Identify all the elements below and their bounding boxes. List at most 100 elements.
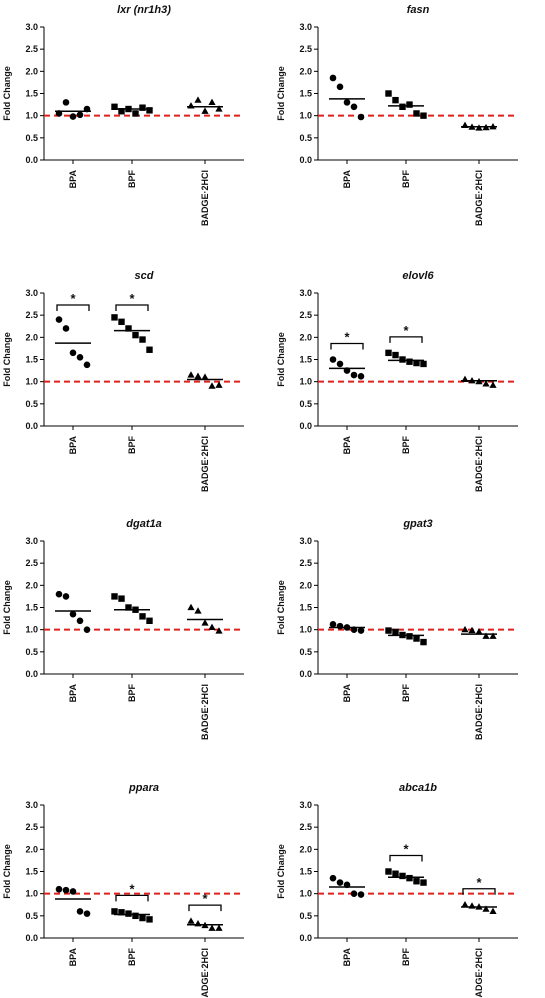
y-axis-label: Fold Change bbox=[276, 844, 286, 899]
panel-title: fasn bbox=[407, 4, 430, 16]
y-tick-label: 1.5 bbox=[25, 89, 38, 99]
data-point bbox=[132, 912, 139, 920]
data-point bbox=[392, 628, 399, 636]
y-tick-label: 2.5 bbox=[299, 822, 312, 832]
data-point bbox=[215, 627, 223, 634]
data-point bbox=[111, 103, 118, 110]
data-point bbox=[385, 868, 392, 875]
y-tick-label: 2.0 bbox=[25, 332, 38, 342]
data-point bbox=[55, 316, 63, 323]
data-point bbox=[139, 914, 146, 922]
y-tick-label: 1.0 bbox=[25, 625, 38, 635]
panel-title: scd bbox=[135, 270, 154, 282]
data-point bbox=[413, 359, 420, 367]
y-tick-label: 0.5 bbox=[25, 647, 38, 657]
y-tick-label: 2.5 bbox=[299, 558, 312, 568]
x-tick-label: BPF bbox=[127, 683, 137, 702]
data-point bbox=[489, 632, 497, 639]
y-tick-label: 0.5 bbox=[25, 911, 38, 921]
x-tick-label: BPF bbox=[401, 683, 411, 702]
y-tick-label: 0.0 bbox=[299, 421, 312, 431]
panel-title: abca1b bbox=[399, 782, 437, 794]
significance-bracket bbox=[115, 304, 149, 311]
y-tick-label: 1.0 bbox=[299, 889, 312, 899]
significance-label: * bbox=[129, 291, 135, 306]
data-point bbox=[420, 112, 427, 119]
data-point bbox=[357, 373, 365, 380]
panel: abca1b Fold Change 0.0 0.5 1.0 1.5 2.0 2.5 3.0 BP… bbox=[276, 782, 518, 998]
data-point bbox=[125, 910, 132, 917]
data-point bbox=[336, 360, 344, 368]
y-tick-label: 1.5 bbox=[299, 603, 312, 613]
data-point bbox=[399, 872, 406, 880]
data-point bbox=[55, 590, 63, 598]
data-point bbox=[329, 621, 337, 628]
x-tick-label: BADGE·2HCl bbox=[474, 170, 484, 226]
significance-bracket bbox=[389, 336, 423, 343]
data-point bbox=[489, 907, 497, 914]
panel-title: dgat1a bbox=[126, 518, 161, 530]
y-tick-label: 3.0 bbox=[25, 800, 38, 810]
data-point bbox=[399, 103, 406, 110]
y-tick-label: 2.0 bbox=[299, 580, 312, 590]
data-point bbox=[76, 353, 84, 361]
data-point bbox=[215, 381, 223, 388]
data-point bbox=[118, 108, 125, 115]
data-point bbox=[208, 924, 216, 931]
data-point bbox=[392, 351, 399, 359]
data-point bbox=[215, 924, 223, 931]
data-point bbox=[208, 98, 216, 105]
x-tick-label: BPA bbox=[68, 948, 78, 967]
data-point bbox=[413, 110, 420, 117]
data-point bbox=[413, 878, 420, 885]
x-tick-label: BPA bbox=[68, 684, 78, 703]
data-point bbox=[406, 358, 413, 365]
data-point bbox=[76, 908, 84, 915]
y-axis-label: Fold Change bbox=[2, 66, 12, 121]
data-point bbox=[357, 891, 365, 898]
y-axis-label: Fold Change bbox=[276, 66, 286, 121]
data-point bbox=[187, 102, 195, 109]
data-point bbox=[139, 336, 146, 343]
x-tick-label: BPF bbox=[127, 435, 137, 454]
y-tick-label: 0.0 bbox=[25, 933, 38, 943]
data-point bbox=[62, 886, 70, 894]
data-point bbox=[187, 371, 195, 378]
data-point bbox=[336, 83, 344, 91]
panel-title: lxr (nr1h3) bbox=[117, 4, 171, 16]
data-point bbox=[118, 318, 125, 326]
data-point bbox=[385, 627, 392, 634]
data-point bbox=[468, 902, 476, 909]
data-point bbox=[111, 314, 118, 321]
data-point bbox=[146, 617, 153, 624]
data-point bbox=[83, 626, 91, 633]
data-point bbox=[461, 625, 469, 633]
data-point bbox=[329, 356, 337, 363]
data-point bbox=[111, 593, 118, 600]
data-point bbox=[208, 382, 216, 389]
panel-title: ppara bbox=[128, 782, 159, 794]
panel: fasn Fold Change 0.0 0.5 1.0 1.5 2.0 2.5 3.0 BPA B… bbox=[276, 4, 518, 226]
data-point bbox=[83, 910, 91, 917]
data-point bbox=[69, 888, 77, 895]
data-point bbox=[406, 633, 413, 640]
y-tick-label: 2.5 bbox=[299, 44, 312, 54]
y-tick-label: 0.5 bbox=[25, 133, 38, 143]
y-tick-label: 1.0 bbox=[299, 625, 312, 635]
data-point bbox=[392, 96, 399, 104]
data-point bbox=[83, 361, 91, 369]
y-tick-label: 3.0 bbox=[25, 22, 38, 32]
data-point bbox=[146, 916, 153, 923]
y-tick-label: 3.0 bbox=[299, 288, 312, 298]
data-point bbox=[201, 373, 209, 380]
y-axis-label: Fold Change bbox=[2, 332, 12, 387]
data-point bbox=[406, 101, 413, 108]
data-point bbox=[194, 920, 202, 927]
data-point bbox=[76, 111, 84, 119]
significance-bracket bbox=[462, 888, 496, 895]
y-tick-label: 2.0 bbox=[25, 66, 38, 76]
significance-label: * bbox=[202, 891, 208, 906]
x-tick-label: BPF bbox=[401, 435, 411, 454]
y-tick-label: 1.0 bbox=[299, 377, 312, 387]
x-tick-label: BPA bbox=[342, 436, 352, 455]
